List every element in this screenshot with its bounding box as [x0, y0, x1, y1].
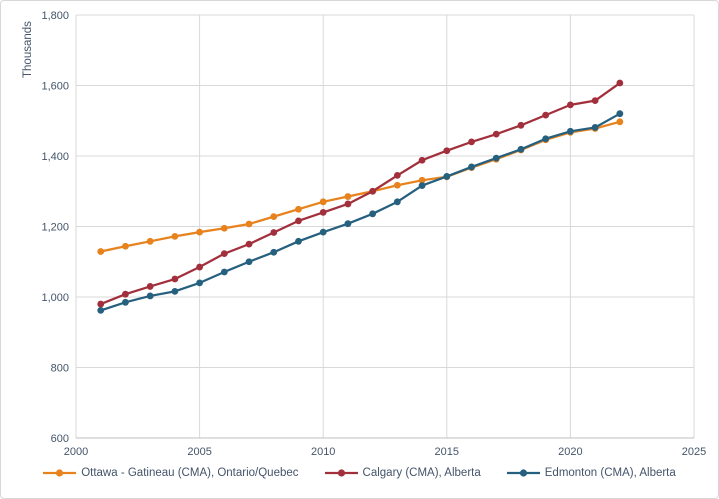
data-point-marker: [245, 240, 253, 248]
y-axis-tick-label: 1,400: [41, 151, 69, 163]
legend-marker-calgary-icon: [324, 469, 358, 477]
legend-marker-ottawa-gatineau-icon: [43, 469, 77, 477]
data-point-marker: [146, 292, 154, 300]
data-point-marker: [468, 138, 475, 146]
data-point-marker: [542, 111, 550, 119]
y-axis-tick-label: 1,200: [41, 222, 69, 234]
y-axis-title: Thousands: [22, 21, 34, 78]
data-point-marker: [393, 198, 401, 206]
data-point-marker: [567, 127, 574, 135]
data-point-marker: [567, 101, 574, 109]
data-point-marker: [196, 228, 204, 236]
data-point-marker: [270, 213, 278, 221]
data-point-marker: [616, 110, 624, 118]
data-point-marker: [146, 237, 154, 245]
y-axis-tick-label: 1,000: [41, 292, 69, 304]
x-axis-tick-label: 2015: [435, 446, 459, 458]
data-point-marker: [542, 135, 550, 143]
data-point-marker: [295, 217, 302, 225]
legend-label-calgary: Calgary (CMA), Alberta: [362, 467, 481, 479]
data-point-marker: [319, 198, 327, 206]
legend-item-calgary: Calgary (CMA), Alberta: [324, 467, 481, 479]
data-point-marker: [122, 298, 129, 306]
data-point-marker: [344, 200, 352, 208]
data-point-marker: [443, 173, 451, 180]
data-point-marker: [171, 232, 179, 240]
data-point-marker: [196, 263, 204, 271]
data-point-marker: [393, 181, 401, 189]
x-axis-tick-label: 2010: [311, 446, 335, 458]
data-point-marker: [492, 154, 500, 162]
x-axis-tick-label: 2020: [558, 446, 582, 458]
data-point-marker: [122, 290, 129, 298]
series-1: [97, 79, 624, 308]
data-point-marker: [591, 97, 599, 105]
data-point-marker: [319, 209, 327, 216]
data-point-marker: [616, 118, 624, 126]
data-point-marker: [517, 145, 525, 153]
data-point-marker: [443, 147, 451, 155]
data-point-marker: [245, 220, 253, 228]
y-axis-tick-label: 800: [51, 363, 69, 375]
data-point-marker: [270, 248, 278, 256]
data-point-marker: [418, 176, 426, 184]
legend-item-ottawa-gatineau: Ottawa - Gatineau (CMA), Ontario/Quebec: [43, 467, 299, 479]
data-point-marker: [220, 250, 228, 258]
y-axis-tick-label: 600: [51, 433, 69, 445]
series-line: [99, 81, 621, 306]
data-point-marker: [492, 130, 500, 138]
x-axis-tick-label: 2000: [64, 446, 88, 458]
data-point-marker: [393, 171, 401, 179]
data-point-marker: [171, 287, 179, 295]
data-point-marker: [591, 124, 599, 131]
legend-label-edmonton: Edmonton (CMA), Alberta: [544, 467, 676, 479]
data-point-marker: [295, 205, 302, 213]
data-point-marker: [369, 187, 377, 195]
data-point-marker: [344, 220, 352, 228]
data-point-marker: [468, 163, 475, 171]
data-point-marker: [616, 79, 624, 87]
data-point-marker: [319, 228, 327, 236]
legend-marker-edmonton-icon: [506, 469, 540, 477]
data-point-marker: [171, 275, 179, 283]
series-line: [99, 112, 621, 312]
data-point-marker: [196, 279, 204, 287]
data-point-marker: [344, 193, 352, 200]
x-axis-tick-label: 2005: [187, 446, 211, 458]
y-axis-tick-label: 1,600: [41, 81, 69, 93]
data-point-marker: [517, 121, 525, 129]
data-point-marker: [418, 182, 426, 190]
legend-label-ottawa-gatineau: Ottawa - Gatineau (CMA), Ontario/Quebec: [81, 467, 299, 479]
data-point-marker: [245, 258, 253, 266]
data-point-marker: [220, 224, 228, 232]
data-point-marker: [270, 229, 278, 236]
data-point-marker: [295, 237, 302, 245]
data-point-marker: [220, 268, 228, 276]
data-point-marker: [97, 248, 105, 255]
series-2: [97, 110, 624, 314]
data-point-marker: [369, 210, 377, 218]
data-point-marker: [146, 283, 154, 290]
data-point-marker: [97, 300, 105, 308]
data-point-marker: [97, 306, 105, 314]
data-point-marker: [122, 242, 129, 250]
x-axis-tick-label: 2025: [682, 446, 706, 458]
legend-item-edmonton: Edmonton (CMA), Alberta: [506, 467, 676, 479]
chart-legend: Ottawa - Gatineau (CMA), Ontario/Quebec …: [1, 467, 718, 479]
y-axis-tick-label: 1,800: [41, 10, 69, 22]
data-point-marker: [418, 156, 426, 164]
